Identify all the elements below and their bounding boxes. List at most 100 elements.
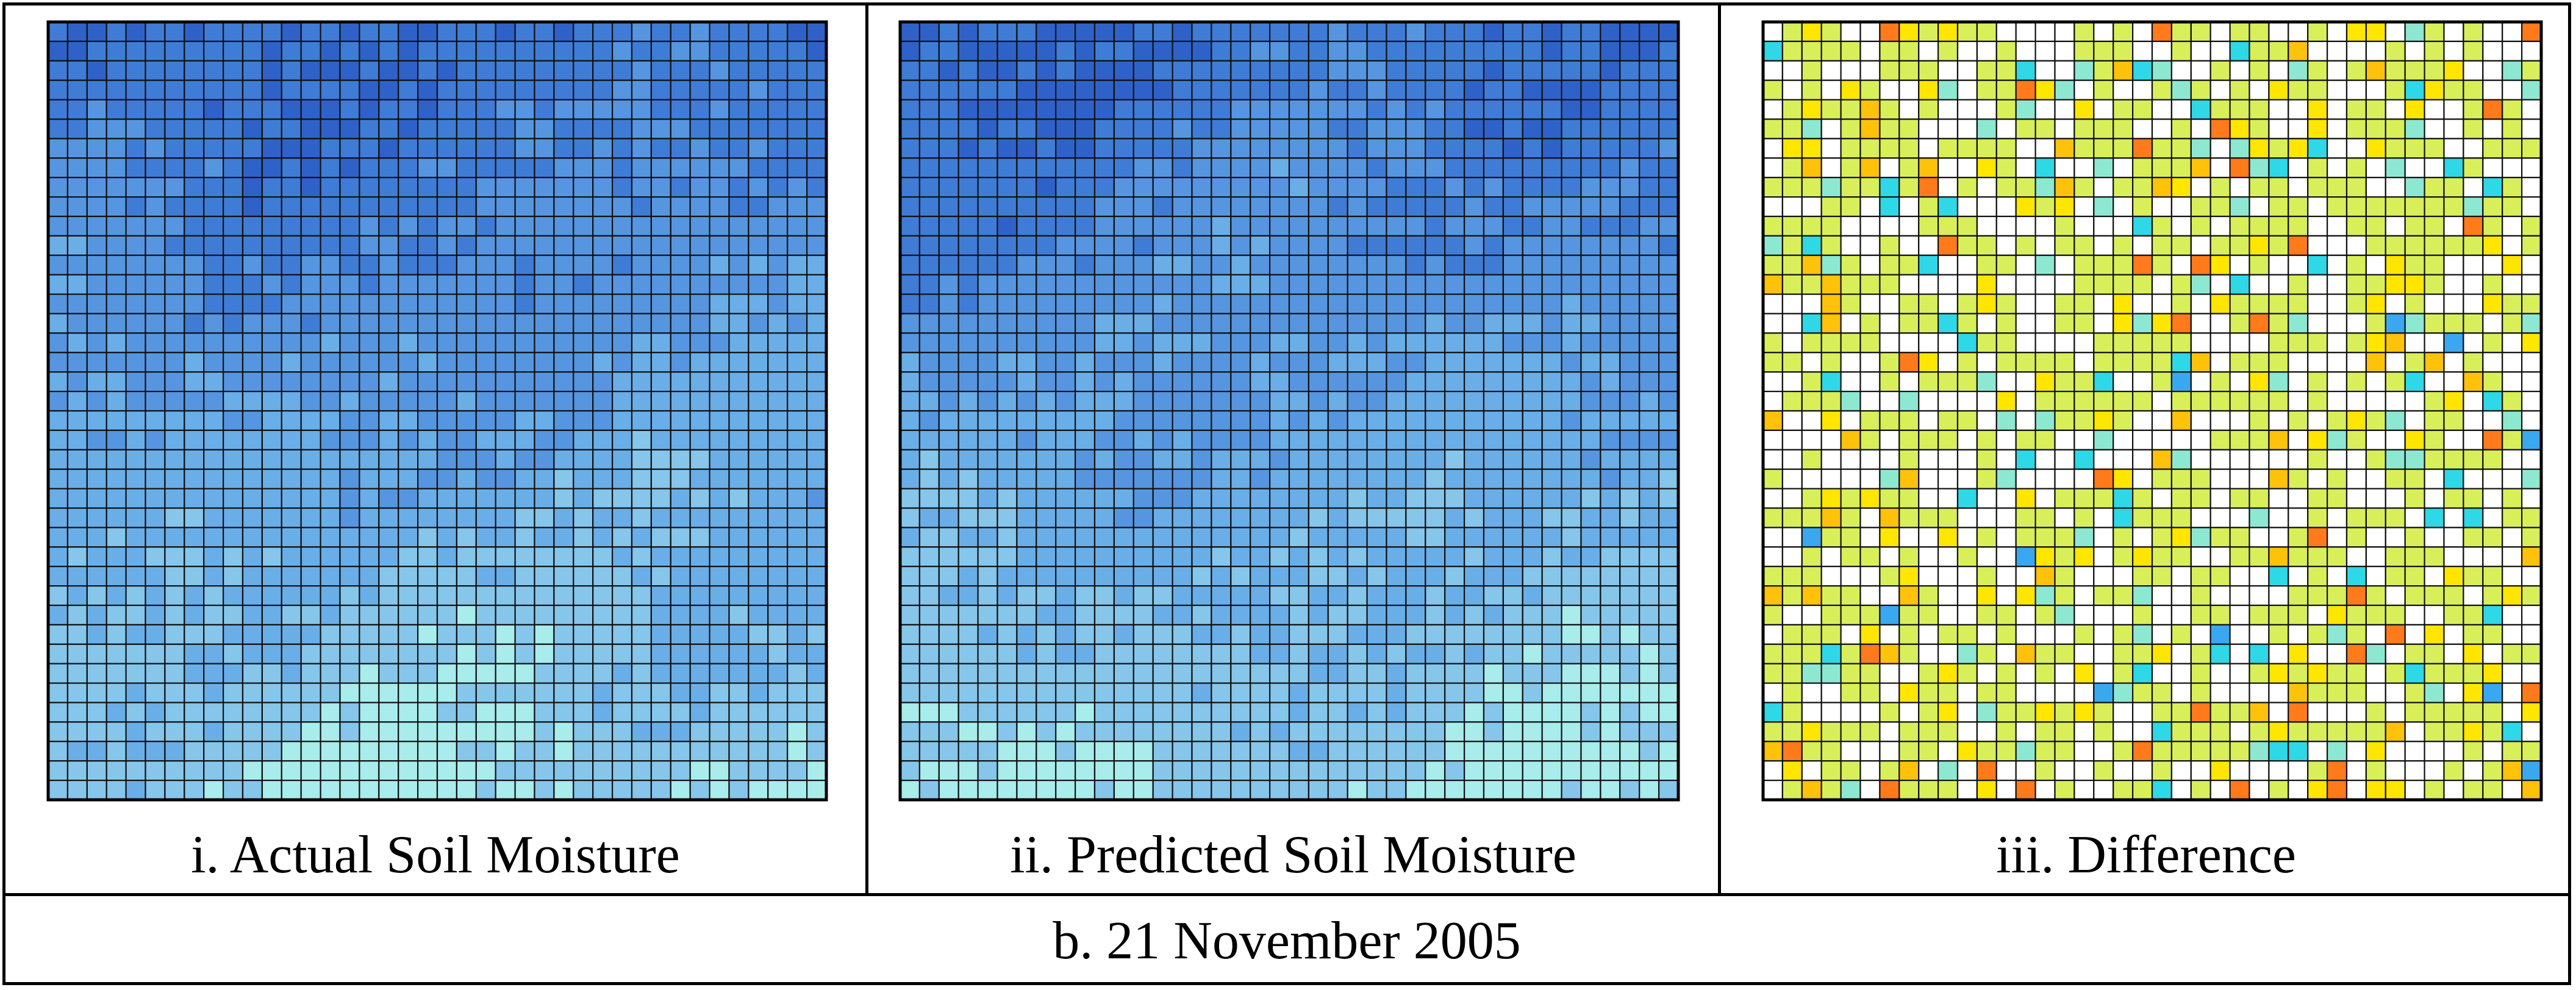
grid-cell bbox=[1937, 118, 1959, 140]
grid-cell bbox=[417, 215, 438, 237]
grid-cell bbox=[1561, 624, 1582, 645]
grid-cell bbox=[2229, 468, 2250, 490]
grid-cell bbox=[359, 371, 380, 393]
grid-cell bbox=[1541, 663, 1562, 684]
grid-cell bbox=[1762, 60, 1783, 81]
grid-cell bbox=[767, 254, 789, 276]
grid-cell bbox=[1995, 138, 2017, 159]
grid-cell bbox=[1016, 157, 1037, 179]
grid-cell bbox=[1405, 721, 1426, 742]
grid-cell bbox=[1152, 449, 1173, 470]
grid-cell bbox=[534, 40, 555, 62]
grid-cell bbox=[1152, 21, 1173, 42]
grid-cell bbox=[1250, 118, 1271, 140]
grid-cell bbox=[2424, 138, 2445, 159]
grid-cell bbox=[86, 546, 107, 568]
grid-cell bbox=[1425, 760, 1446, 782]
grid-cell bbox=[456, 215, 477, 237]
grid-cell bbox=[2151, 449, 2172, 470]
grid-cell bbox=[957, 779, 979, 801]
grid-cell bbox=[1956, 293, 1978, 315]
grid-cell bbox=[339, 721, 360, 742]
grid-cell bbox=[145, 118, 166, 140]
grid-cell bbox=[2326, 604, 2348, 625]
grid-cell bbox=[728, 643, 750, 664]
grid-cell bbox=[2502, 21, 2523, 42]
grid-cell bbox=[1600, 585, 1621, 607]
grid-cell bbox=[2131, 468, 2153, 490]
grid-cell bbox=[728, 566, 750, 587]
grid-cell bbox=[1405, 99, 1426, 120]
grid-cell bbox=[1463, 741, 1485, 762]
grid-cell bbox=[650, 390, 671, 412]
grid-cell bbox=[573, 702, 594, 723]
grid-cell bbox=[534, 702, 555, 723]
grid-cell bbox=[1859, 566, 1881, 587]
grid-cell bbox=[86, 682, 107, 703]
grid-cell bbox=[728, 138, 750, 159]
grid-cell bbox=[1541, 332, 1562, 354]
grid-cell bbox=[281, 507, 302, 529]
grid-cell bbox=[2288, 643, 2309, 664]
grid-cell bbox=[1191, 527, 1212, 548]
grid-cell bbox=[709, 390, 730, 412]
grid-cell bbox=[709, 546, 730, 568]
grid-cell bbox=[2113, 624, 2134, 645]
grid-cell bbox=[2288, 118, 2309, 140]
grid-cell bbox=[398, 215, 419, 237]
grid-cell bbox=[1016, 585, 1037, 607]
grid-cell bbox=[417, 138, 438, 159]
grid-cell bbox=[1113, 643, 1134, 664]
grid-cell bbox=[125, 138, 146, 159]
grid-cell bbox=[2288, 527, 2309, 548]
grid-cell bbox=[650, 468, 671, 490]
grid-cell bbox=[436, 390, 457, 412]
grid-cell bbox=[2209, 118, 2231, 140]
grid-cell bbox=[806, 663, 828, 684]
grid-cell bbox=[495, 371, 516, 393]
grid-cell bbox=[1366, 429, 1387, 450]
grid-cell bbox=[2229, 274, 2250, 295]
grid-cell bbox=[1230, 566, 1251, 587]
grid-cell bbox=[767, 546, 789, 568]
grid-cell bbox=[977, 663, 998, 684]
grid-cell bbox=[1937, 390, 1959, 412]
grid-cell bbox=[534, 429, 555, 450]
grid-cell bbox=[1879, 138, 1900, 159]
grid-cell bbox=[1113, 488, 1134, 509]
grid-cell bbox=[1191, 682, 1212, 703]
grid-cell bbox=[2443, 682, 2464, 703]
grid-cell bbox=[1937, 371, 1959, 393]
grid-cell bbox=[2385, 546, 2406, 568]
grid-cell bbox=[456, 274, 477, 295]
grid-cell bbox=[125, 254, 146, 276]
grid-cell bbox=[899, 215, 920, 237]
grid-cell bbox=[787, 410, 808, 431]
grid-cell bbox=[728, 624, 750, 645]
grid-cell bbox=[2288, 274, 2309, 295]
grid-cell bbox=[514, 760, 535, 782]
grid-cell bbox=[2131, 682, 2153, 703]
grid-cell bbox=[728, 702, 750, 723]
grid-cell bbox=[1113, 352, 1134, 373]
grid-cell bbox=[2345, 449, 2367, 470]
grid-cell bbox=[670, 410, 691, 431]
grid-cell bbox=[1580, 21, 1601, 42]
grid-cell bbox=[534, 352, 555, 373]
grid-cell bbox=[1561, 157, 1582, 179]
grid-cell bbox=[631, 721, 652, 742]
grid-cell bbox=[1425, 157, 1446, 179]
grid-cell bbox=[2151, 390, 2172, 412]
grid-cell bbox=[339, 488, 360, 509]
grid-cell bbox=[1230, 332, 1251, 354]
grid-cell bbox=[1093, 157, 1115, 179]
grid-cell bbox=[1016, 604, 1037, 625]
grid-cell bbox=[1230, 352, 1251, 373]
grid-cell bbox=[184, 138, 205, 159]
grid-cell bbox=[1463, 293, 1485, 315]
grid-cell bbox=[2424, 527, 2445, 548]
grid-cell bbox=[1366, 449, 1387, 470]
grid-cell bbox=[417, 527, 438, 548]
grid-cell bbox=[2229, 157, 2250, 179]
grid-cell bbox=[2268, 196, 2289, 218]
